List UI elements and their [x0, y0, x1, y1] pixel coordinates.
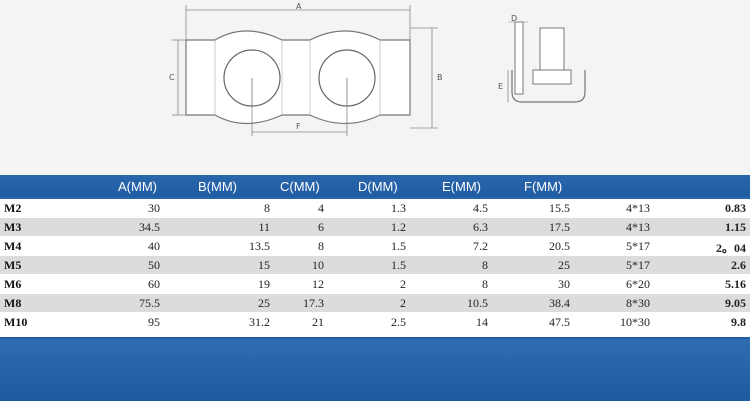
weight-cell: 9.05 — [725, 296, 746, 310]
a-cell: 30 — [148, 201, 160, 215]
header-c: C(MM) — [280, 179, 320, 194]
d-cell: 1.5 — [391, 258, 406, 272]
d-cell: 1.2 — [391, 220, 406, 234]
spec-cell: 8*30 — [626, 296, 650, 310]
e-cell: 7.2 — [473, 239, 488, 253]
weight-cell: 5.16 — [725, 277, 746, 291]
header-b: B(MM) — [198, 179, 237, 194]
table-row: M2 30 8 4 1.3 4.5 15.5 4*13 0.83 — [0, 199, 750, 217]
e-cell: 14 — [476, 315, 488, 329]
a-cell: 40 — [148, 239, 160, 253]
table-row: M3 34.5 11 6 1.2 6.3 17.5 4*13 1.15 — [0, 218, 750, 236]
a-cell: 50 — [148, 258, 160, 272]
spec-cell: 10*30 — [620, 315, 650, 329]
f-cell: 20.5 — [549, 239, 570, 253]
size-cell: M4 — [4, 239, 22, 253]
e-cell: 8 — [482, 277, 488, 291]
b-cell: 19 — [258, 277, 270, 291]
c-cell: 10 — [312, 258, 324, 272]
b-cell: 8 — [264, 201, 270, 215]
weight-cell: 1.15 — [725, 220, 746, 234]
b-cell: 15 — [258, 258, 270, 272]
d-cell: 2 — [400, 296, 406, 310]
weight-cell: 2。04 — [715, 241, 746, 255]
f-cell: 25 — [558, 258, 570, 272]
size-cell: M10 — [4, 315, 28, 329]
table-row: M5 50 15 10 1.5 8 25 5*17 2.6 — [0, 256, 750, 274]
spec-cell: 5*17 — [626, 239, 650, 253]
side-plate — [514, 21, 524, 95]
e-cell: 10.5 — [467, 296, 488, 310]
table-body: M2 30 8 4 1.3 4.5 15.5 4*13 0.83 M3 34.5… — [0, 199, 750, 337]
weight-cell: 0.83 — [725, 201, 746, 215]
spec-cell: 4*13 — [626, 201, 650, 215]
f-cell: 38.4 — [549, 296, 570, 310]
size-cell: M8 — [4, 296, 22, 310]
e-cell: 6.3 — [473, 220, 488, 234]
table-row: M8 75.5 25 17.3 2 10.5 38.4 8*30 9.05 — [0, 294, 750, 312]
dim-label-c: C — [169, 73, 175, 82]
size-cell: M5 — [4, 258, 22, 272]
c-cell: 4 — [318, 201, 324, 215]
e-cell: 8 — [482, 258, 488, 272]
side-saddle — [511, 70, 586, 103]
d-cell: 1.3 — [391, 201, 406, 215]
c-cell: 17.3 — [303, 296, 324, 310]
b-cell: 25 — [258, 296, 270, 310]
clamp-diagram: A C B F D E — [169, 2, 586, 136]
d-cell: 2.5 — [391, 315, 406, 329]
c-cell: 8 — [318, 239, 324, 253]
plate-outline — [185, 30, 411, 124]
dim-label-e: E — [498, 82, 503, 91]
header-f: F(MM) — [524, 179, 563, 194]
footer-band — [0, 339, 750, 401]
weight-cell: 9.8 — [731, 315, 746, 329]
spec-cell: 5*17 — [626, 258, 650, 272]
technical-drawing: A C B F D E — [0, 0, 750, 175]
side-bolt — [539, 27, 565, 71]
c-cell: 21 — [312, 315, 324, 329]
table-row: M10 95 31.2 21 2.5 14 47.5 10*30 9.8 — [0, 313, 750, 331]
dim-label-b: B — [437, 73, 443, 82]
a-cell: 34.5 — [139, 220, 160, 234]
size-cell: M6 — [4, 277, 22, 291]
b-cell: 13.5 — [249, 239, 270, 253]
header-e: E(MM) — [442, 179, 481, 194]
dim-label-f: F — [296, 122, 301, 131]
e-cell: 4.5 — [473, 201, 488, 215]
table-row: M4 40 13.5 8 1.5 7.2 20.5 5*17 2。04 — [0, 237, 750, 255]
table-header: A(MM) B(MM) C(MM) D(MM) E(MM) F(MM) — [0, 175, 750, 197]
header-a: A(MM) — [118, 179, 157, 194]
a-cell: 95 — [148, 315, 160, 329]
c-cell: 6 — [318, 220, 324, 234]
size-cell: M3 — [4, 220, 22, 234]
dim-label-a: A — [296, 2, 302, 11]
b-cell: 31.2 — [249, 315, 270, 329]
c-cell: 12 — [312, 277, 324, 291]
b-cell: 11 — [258, 220, 270, 234]
weight-cell: 2.6 — [731, 258, 746, 272]
header-d: D(MM) — [358, 179, 398, 194]
f-cell: 47.5 — [549, 315, 570, 329]
d-cell: 1.5 — [391, 239, 406, 253]
a-cell: 60 — [148, 277, 160, 291]
spec-table: A(MM) B(MM) C(MM) D(MM) E(MM) F(MM) M2 3… — [0, 175, 750, 401]
a-cell: 75.5 — [139, 296, 160, 310]
f-cell: 17.5 — [549, 220, 570, 234]
f-cell: 30 — [558, 277, 570, 291]
table-row: M6 60 19 12 2 8 30 6*20 5.16 — [0, 275, 750, 293]
spec-cell: 6*20 — [626, 277, 650, 291]
f-cell: 15.5 — [549, 201, 570, 215]
dim-label-d: D — [511, 14, 517, 23]
spec-cell: 4*13 — [626, 220, 650, 234]
d-cell: 2 — [400, 277, 406, 291]
size-cell: M2 — [4, 201, 22, 215]
